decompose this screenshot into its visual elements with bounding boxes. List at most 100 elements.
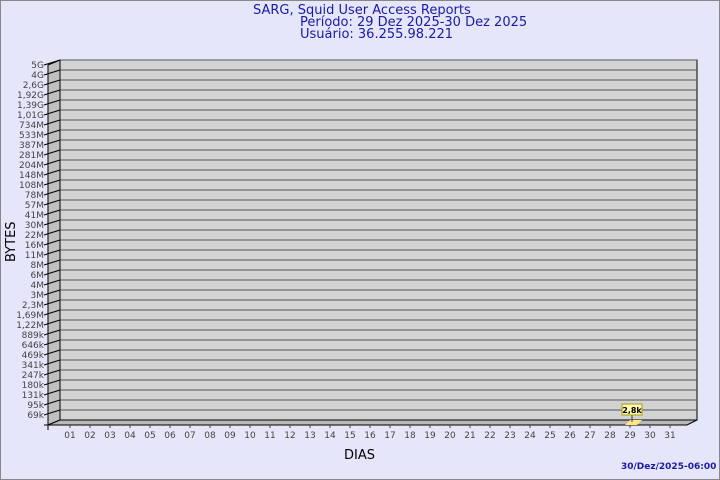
- x-tick-label: 20: [444, 431, 456, 441]
- y-tick-label: 11M: [25, 251, 44, 261]
- x-tick-label: 04: [124, 431, 136, 441]
- y-tick: [43, 399, 61, 406]
- y-tick-label: 6M: [31, 271, 45, 281]
- y-tick-label: 8M: [31, 261, 45, 271]
- y-tick-label: 69k: [27, 411, 44, 421]
- y-tick: [43, 179, 61, 186]
- y-tick-label: 204M: [19, 161, 44, 171]
- x-tick-label: 27: [584, 431, 595, 441]
- y-tick: [43, 259, 61, 266]
- x-tick-label: 01: [64, 431, 75, 441]
- x-tick-label: 11: [264, 431, 275, 441]
- x-tick-label: 07: [184, 431, 195, 441]
- y-tick: [43, 289, 61, 296]
- y-tick: [43, 189, 61, 196]
- y-tick: [43, 309, 61, 316]
- y-tick: [43, 119, 61, 126]
- bar-day-29: [625, 420, 642, 425]
- y-tick: [43, 209, 61, 216]
- y-tick-label: 734M: [19, 121, 44, 131]
- y-tick-label: 247k: [22, 371, 45, 381]
- y-tick: [43, 109, 61, 116]
- x-tick-label: 14: [324, 431, 336, 441]
- x-tick-label: 23: [504, 431, 515, 441]
- y-tick: [43, 279, 61, 286]
- x-tick-label: 10: [244, 431, 256, 441]
- x-tick-label: 28: [604, 431, 616, 441]
- x-tick-label: 18: [404, 431, 416, 441]
- y-tick-label: 4G: [31, 71, 44, 81]
- y-tick: [43, 339, 61, 346]
- y-tick-label: 131k: [22, 391, 45, 401]
- x-tick-label: 13: [304, 431, 315, 441]
- y-tick: [43, 269, 61, 276]
- y-tick-label: 341k: [22, 361, 45, 371]
- y-tick-label: 148M: [19, 171, 44, 181]
- y-tick-label: 889k: [22, 331, 45, 341]
- y-tick: [43, 239, 61, 246]
- x-tick-label: 02: [84, 431, 95, 441]
- y-tick-label: 180k: [22, 381, 45, 391]
- y-tick: [43, 349, 61, 356]
- y-tick: [43, 389, 61, 396]
- x-tick-label: 24: [524, 431, 536, 441]
- y-tick-label: 30M: [25, 221, 44, 231]
- bar-label-box: [621, 403, 643, 416]
- x-tick-label: 25: [544, 431, 555, 441]
- chart-period: Período: 29 Dez 2025-30 Dez 2025: [300, 15, 528, 30]
- y-tick: [43, 159, 61, 166]
- plot-floor: [47, 419, 698, 426]
- y-tick: [43, 229, 61, 236]
- y-tick-label: 41M: [25, 211, 44, 221]
- y-tick-label: 646k: [22, 341, 45, 351]
- y-tick: [43, 409, 61, 416]
- x-tick-label: 03: [104, 431, 115, 441]
- y-tick-label: 2,6G: [23, 81, 44, 91]
- y-tick-label: 281M: [19, 151, 44, 161]
- y-tick: [43, 89, 61, 96]
- y-tick: [43, 169, 61, 176]
- x-tick-label: 12: [284, 431, 295, 441]
- y-tick: [43, 139, 61, 146]
- y-tick-label: 533M: [19, 131, 44, 141]
- y-tick: [43, 379, 61, 386]
- y-tick: [43, 249, 61, 256]
- y-tick: [43, 79, 61, 86]
- x-tick-label: 30: [644, 431, 656, 441]
- x-tick-label: 29: [624, 431, 636, 441]
- x-tick-label: 06: [164, 431, 176, 441]
- y-tick-label: 78M: [25, 191, 44, 201]
- chart-title: SARG, Squid User Access Reports: [253, 3, 471, 18]
- y-tick-label: 108M: [19, 181, 44, 191]
- y-tick-label: 4M: [31, 281, 45, 291]
- x-axis-label: DIAS: [344, 448, 375, 463]
- y-tick-label: 16M: [25, 241, 44, 251]
- y-tick: [43, 299, 61, 306]
- y-tick-label: 57M: [25, 201, 44, 211]
- y-tick: [43, 149, 61, 156]
- y-tick-label: 1,92G: [17, 91, 44, 101]
- y-tick: [43, 129, 61, 136]
- y-tick: [43, 69, 61, 76]
- x-tick-label: 21: [464, 431, 475, 441]
- y-tick-label: 469k: [22, 351, 45, 361]
- y-tick-label: 5G: [31, 61, 44, 71]
- footer-timestamp: 30/Dez/2025-06:00: [621, 462, 717, 472]
- x-tick-label: 19: [424, 431, 436, 441]
- x-tick-label: 15: [344, 431, 355, 441]
- x-tick-label: 31: [664, 431, 675, 441]
- y-tick: [43, 199, 61, 206]
- y-tick: [43, 59, 61, 66]
- y-tick-label: 1,39G: [17, 101, 44, 111]
- chart-user: Usuário: 36.255.98.221: [300, 27, 454, 42]
- x-tick-label: 05: [144, 431, 155, 441]
- bar-label: 2,8k: [622, 406, 642, 415]
- y-tick-label: 95k: [27, 401, 44, 411]
- y-tick: [43, 319, 61, 326]
- y-tick-label: 2,3M: [22, 301, 44, 311]
- y-tick-label: 387M: [19, 141, 44, 151]
- y-tick: [43, 99, 61, 106]
- y-tick: [43, 219, 61, 226]
- x-tick-label: 08: [204, 431, 216, 441]
